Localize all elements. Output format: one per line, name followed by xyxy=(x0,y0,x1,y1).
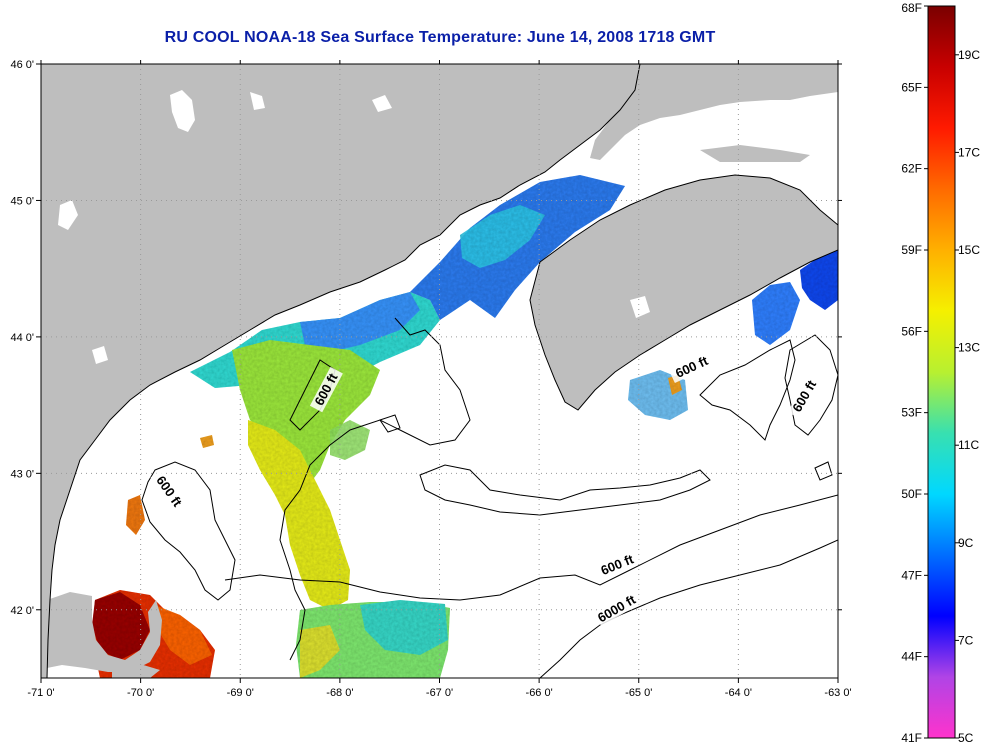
colorbar-labels: 68F 65F 62F 59F 56F 53F 50F 47F 44F 41F 19C 17C 15C 1… xyxy=(901,1,980,745)
colorbar-c-label: 17C xyxy=(958,145,980,159)
sst-patch-scotian-deepblue xyxy=(800,250,838,310)
inland-lakes xyxy=(58,90,650,364)
contour-label-bg xyxy=(150,469,188,514)
contour-label-bg xyxy=(668,351,715,384)
bathymetry-contours xyxy=(141,317,838,678)
lake-6 xyxy=(372,95,392,112)
contour-600ft-west xyxy=(141,461,236,601)
lon-tick-label: -69 0' xyxy=(227,687,254,699)
land-north-new-brunswick xyxy=(590,64,838,160)
sst-patch-central-yellow xyxy=(248,420,350,610)
colorbar-c-label: 5C xyxy=(958,731,974,745)
land-nantucket xyxy=(112,664,160,678)
coastline xyxy=(46,64,838,678)
lat-tick-label: 46 0' xyxy=(10,59,34,71)
lake-5 xyxy=(630,296,650,318)
colorbar-f-label: 53F xyxy=(901,406,922,420)
colorbar-f-label: 44F xyxy=(901,650,922,664)
lat-tick-label: 42 0' xyxy=(10,605,34,617)
colorbar-f-label: 68F xyxy=(901,1,922,15)
lon-tick-label: -66 0' xyxy=(526,687,553,699)
sst-patch-bay-fundy-cyan xyxy=(460,205,545,268)
lake-4 xyxy=(92,346,108,364)
coastline-new-england xyxy=(46,64,641,678)
colorbar-c-label: 9C xyxy=(958,536,974,550)
colorbar-c-label: 13C xyxy=(958,341,980,355)
sst-patch-central-green xyxy=(232,340,380,490)
colorbar-f-label: 50F xyxy=(901,487,922,501)
contour-600ft-scotian-2 xyxy=(784,334,838,436)
lon-tick-label: -63 0' xyxy=(824,687,851,699)
lat-tick-label: 45 0' xyxy=(10,195,34,207)
map-title: RU COOL NOAA-18 Sea Surface Temperature:… xyxy=(164,29,716,46)
colorbar-f-label: 47F xyxy=(901,568,922,582)
lon-tick-label: -67 0' xyxy=(426,687,453,699)
lake-2 xyxy=(58,200,78,230)
sst-patch-coastal-blue2 xyxy=(300,292,420,352)
contour-600ft-small-1 xyxy=(379,414,401,433)
contour-600ft-mid xyxy=(419,464,711,516)
sst-patch-scotian-blue xyxy=(752,282,800,345)
colorbar-c-label: 15C xyxy=(958,243,980,257)
lon-tick-label: -65 0' xyxy=(625,687,652,699)
colorbar-gradient xyxy=(927,5,956,739)
colorbar-c-label: 11C xyxy=(958,438,979,452)
contour-600ft-small-2 xyxy=(814,461,833,481)
sst-patch-mid-green-2 xyxy=(330,420,370,460)
sst-patch-georges-cyan xyxy=(360,600,448,655)
colorbar-c-label: 19C xyxy=(958,48,980,62)
map-axes: -71 0' -70 0' -69 0' -68 0' -67 0' -66 0' -65 … xyxy=(10,59,851,699)
contour-label-bg xyxy=(594,550,641,580)
lon-tick-label: -71 0' xyxy=(27,687,54,699)
colorbar-f-label: 62F xyxy=(901,162,922,176)
colorbar-f-label: 56F xyxy=(901,324,922,338)
sst-patch-small-orange xyxy=(200,435,214,448)
sst-patch-cape-cod-orange xyxy=(155,605,212,665)
lake-3 xyxy=(250,92,265,110)
coastline-nova-scotia xyxy=(529,174,838,411)
lon-tick-label: -64 0' xyxy=(725,687,752,699)
colorbar-c-label: 7C xyxy=(958,633,974,647)
colorbar: 68F 65F 62F 59F 56F 53F 50F 47F 44F 41F 19C 17C 15C 1… xyxy=(901,1,980,745)
sst-patch-georges-yellow xyxy=(300,625,340,678)
contour-label-bg xyxy=(594,591,640,627)
colorbar-f-label: 59F xyxy=(901,243,922,257)
contour-600ft-georges xyxy=(224,494,838,601)
lake-1 xyxy=(170,90,195,132)
lat-tick-label: 43 0' xyxy=(10,468,34,480)
colorbar-f-label: 41F xyxy=(901,731,922,745)
contour-label-bg xyxy=(309,366,343,413)
land-layer xyxy=(41,64,838,678)
land-cape-cod xyxy=(47,592,162,672)
lat-tick-label: 44 0' xyxy=(10,332,34,344)
contour-label-bg xyxy=(787,373,822,419)
lon-tick-label: -68 0' xyxy=(326,687,353,699)
colorbar-f-label: 65F xyxy=(901,80,922,94)
contour-600ft-scotian-1 xyxy=(699,339,796,441)
lon-tick-label: -70 0' xyxy=(127,687,154,699)
sst-data-layer xyxy=(92,175,838,678)
land-pei-area xyxy=(700,145,810,162)
sst-patch-cape-cod-darkred xyxy=(92,592,150,660)
land-nova-scotia xyxy=(530,175,838,410)
land-new-england xyxy=(41,64,640,678)
contour-6000ft xyxy=(539,539,838,678)
